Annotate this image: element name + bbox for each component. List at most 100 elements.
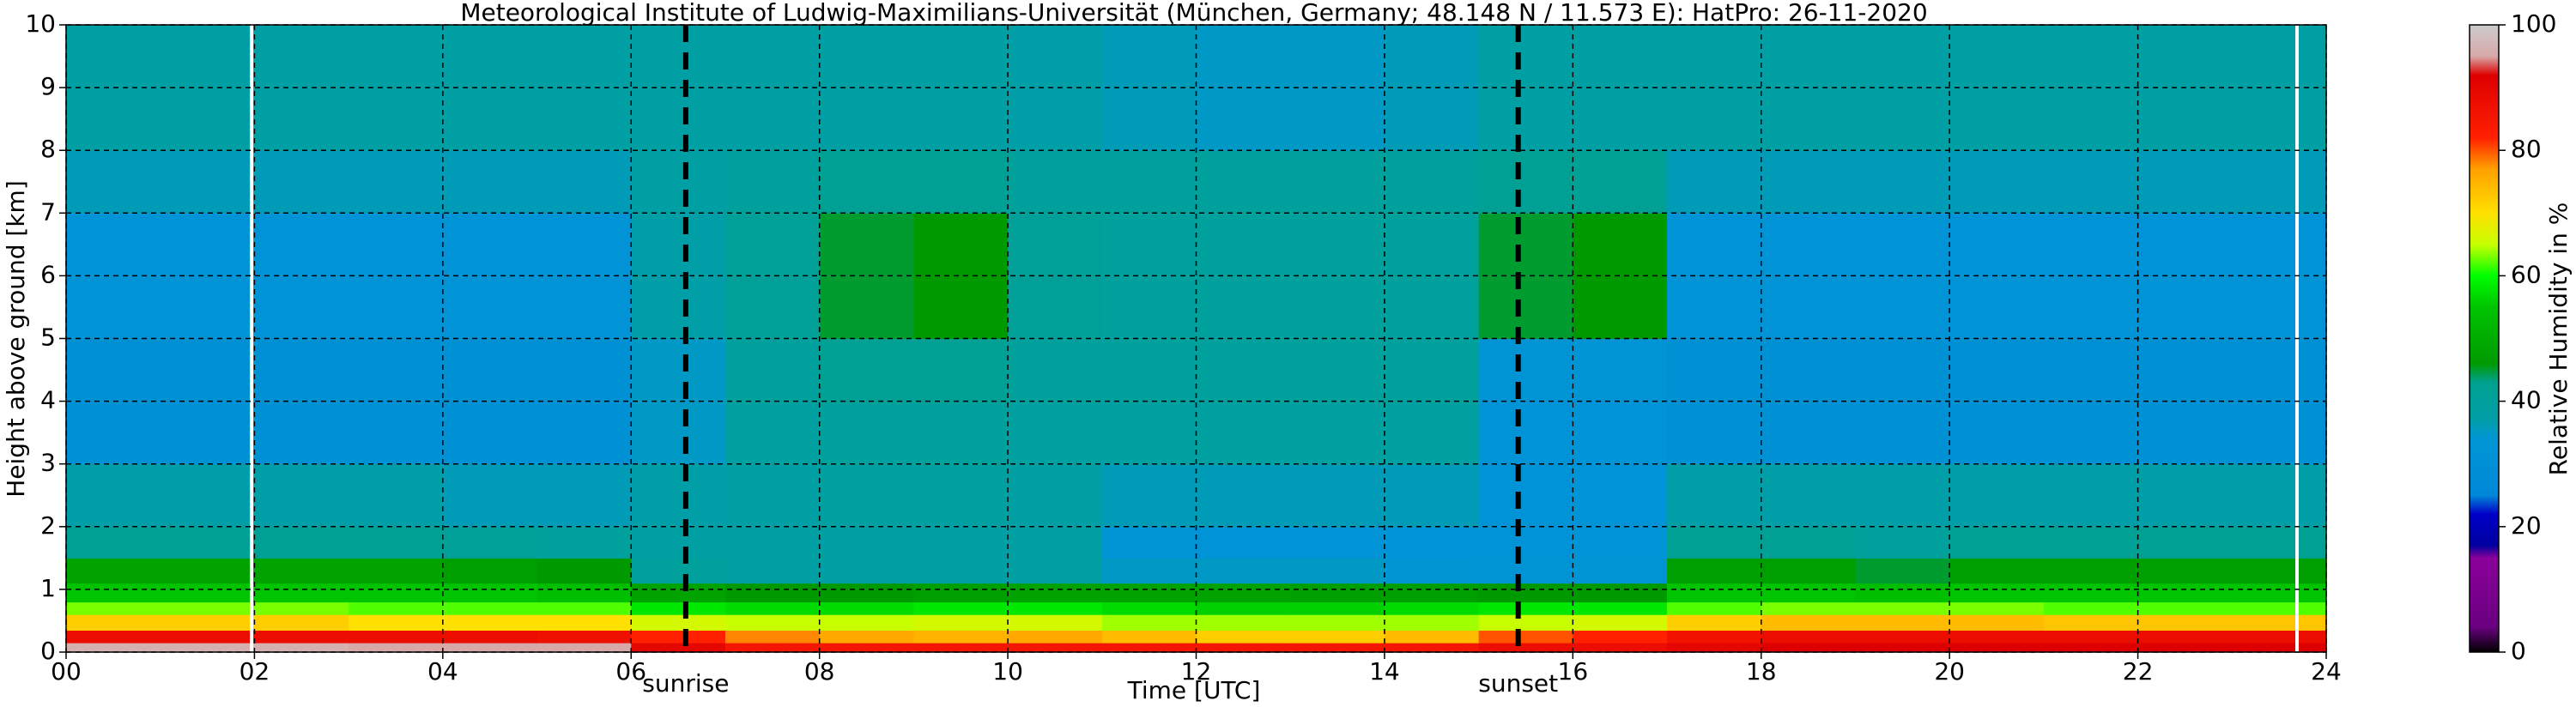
heat-cell — [1008, 463, 1103, 528]
heat-cell — [631, 463, 726, 528]
heat-cell — [66, 401, 161, 465]
heat-cell — [254, 614, 349, 631]
annotation-label: sunrise — [642, 669, 729, 698]
heat-cell — [66, 614, 161, 631]
heat-cell — [819, 338, 914, 402]
heat-cell — [2043, 463, 2139, 528]
heat-cell — [1761, 583, 1857, 603]
heat-cell — [1101, 558, 1197, 584]
heat-cell — [1101, 526, 1197, 559]
heat-cell — [1667, 614, 1762, 631]
heat-cell — [1478, 630, 1573, 644]
heat-cell — [160, 601, 256, 615]
heat-cell — [1196, 338, 1291, 402]
heat-cell — [1667, 643, 1762, 653]
heat-cell — [631, 601, 726, 615]
heat-cell — [1855, 630, 1950, 644]
heat-cell — [66, 601, 161, 615]
heat-cell — [160, 463, 256, 528]
heat-cell — [2043, 583, 2139, 603]
colorbar-tick-label: 20 — [2511, 511, 2542, 540]
heat-cell — [1761, 643, 1857, 653]
heat-cell — [1290, 583, 1385, 603]
heat-cell — [1949, 463, 2045, 528]
heat-cell — [724, 463, 821, 528]
heat-cell — [1761, 401, 1857, 465]
heat-cell — [913, 583, 1009, 603]
heat-cell — [1855, 463, 1950, 528]
heat-cell — [536, 558, 632, 584]
heat-cell — [2137, 150, 2233, 214]
heat-cell — [536, 601, 632, 615]
heat-cell — [1949, 583, 2045, 603]
heat-cell — [254, 643, 349, 653]
heat-cell — [1196, 401, 1291, 465]
heat-cell — [2137, 463, 2233, 528]
heat-cell — [160, 401, 256, 465]
heat-cell — [2137, 643, 2233, 653]
heat-cell — [1101, 150, 1197, 214]
heat-cell — [1949, 558, 2045, 584]
heat-cell — [160, 526, 256, 559]
heat-cell — [1573, 583, 1668, 603]
heat-cell — [160, 338, 256, 402]
heat-cell — [819, 150, 914, 214]
heat-cell — [1761, 630, 1857, 644]
heat-cell — [724, 601, 821, 615]
heat-cell — [1761, 338, 1857, 402]
heat-cell — [1573, 630, 1668, 644]
heat-cell — [1855, 526, 1950, 559]
heat-cell — [2232, 558, 2327, 584]
heat-cell — [819, 643, 914, 653]
heat-cell — [1478, 558, 1573, 584]
heat-cell — [2232, 614, 2327, 631]
heat-cell — [2232, 150, 2327, 214]
annotation-label: sunset — [1478, 669, 1558, 698]
heat-cell — [1008, 643, 1103, 653]
heat-cell — [1667, 401, 1762, 465]
heat-cell — [1855, 643, 1950, 653]
heat-cell — [1478, 601, 1573, 615]
heat-cell — [1290, 150, 1385, 214]
y-tick-label: 9 — [40, 72, 56, 100]
heat-cell — [2232, 601, 2327, 615]
heat-cell — [724, 614, 821, 631]
x-tick-label: 18 — [1746, 657, 1777, 686]
x-tick-label: 20 — [1934, 657, 1965, 686]
y-tick-label: 7 — [40, 197, 56, 226]
x-tick-label: 06 — [615, 657, 646, 686]
heat-cell — [1101, 601, 1197, 615]
heat-cell — [1667, 150, 1762, 214]
heat-cell — [1761, 614, 1857, 631]
heat-cell — [1478, 643, 1573, 653]
heat-cell — [2043, 630, 2139, 644]
heat-cell — [1667, 601, 1762, 615]
heat-cell — [160, 558, 256, 584]
heat-cell — [442, 401, 538, 465]
heat-cell — [160, 643, 256, 653]
heat-cell — [1101, 614, 1197, 631]
heat-cell — [1949, 614, 2045, 631]
heat-cell — [66, 150, 161, 214]
plot-frame — [65, 24, 2327, 653]
heat-cell — [254, 583, 349, 603]
heat-cell — [631, 643, 726, 653]
heat-cell — [160, 614, 256, 631]
heat-cell — [1384, 463, 1480, 528]
heat-cell — [254, 558, 349, 584]
heat-cell — [66, 463, 161, 528]
heat-cell — [349, 630, 444, 644]
heat-cell — [66, 583, 161, 603]
heat-cell — [2232, 463, 2327, 528]
heat-cell — [1949, 643, 2045, 653]
colorbar-tick-label: 60 — [2511, 260, 2542, 288]
x-tick-label: 02 — [239, 657, 270, 686]
heat-cell — [1573, 601, 1668, 615]
heat-cell — [1855, 150, 1950, 214]
heat-cell — [349, 463, 444, 528]
heat-cell — [1478, 583, 1573, 603]
heat-cell — [724, 338, 821, 402]
heat-cell — [1196, 614, 1291, 631]
colorbar-label: Relative Humidity in % — [2544, 202, 2573, 476]
